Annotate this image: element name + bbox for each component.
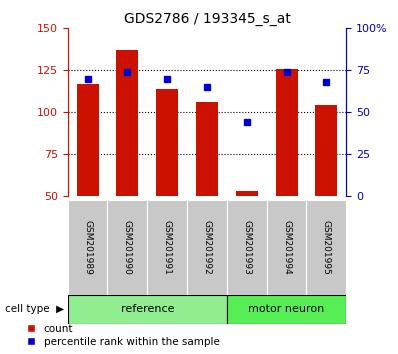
Bar bbox=[315, 105, 337, 196]
Bar bbox=[107, 200, 147, 295]
Bar bbox=[68, 295, 227, 324]
Text: GSM201995: GSM201995 bbox=[322, 220, 331, 275]
Text: GSM201994: GSM201994 bbox=[282, 220, 291, 275]
Text: motor neuron: motor neuron bbox=[248, 304, 325, 314]
Text: GSM201992: GSM201992 bbox=[203, 220, 211, 275]
Legend: count, percentile rank within the sample: count, percentile rank within the sample bbox=[25, 321, 222, 349]
Text: GSM201991: GSM201991 bbox=[163, 220, 172, 275]
Bar bbox=[116, 50, 139, 196]
Text: GSM201990: GSM201990 bbox=[123, 220, 132, 275]
Bar bbox=[306, 200, 346, 295]
Text: reference: reference bbox=[121, 304, 174, 314]
Bar bbox=[267, 200, 306, 295]
Text: cell type  ▶: cell type ▶ bbox=[4, 304, 64, 314]
Bar bbox=[77, 84, 99, 196]
Bar bbox=[236, 191, 258, 196]
Bar bbox=[156, 89, 178, 196]
Bar bbox=[68, 200, 107, 295]
Bar bbox=[187, 200, 227, 295]
Text: GSM201989: GSM201989 bbox=[83, 220, 92, 275]
Text: GSM201993: GSM201993 bbox=[242, 220, 251, 275]
Bar bbox=[227, 295, 346, 324]
Bar bbox=[275, 69, 297, 196]
Bar bbox=[196, 102, 218, 196]
Bar bbox=[147, 200, 187, 295]
Title: GDS2786 / 193345_s_at: GDS2786 / 193345_s_at bbox=[123, 12, 291, 26]
Bar bbox=[227, 200, 267, 295]
